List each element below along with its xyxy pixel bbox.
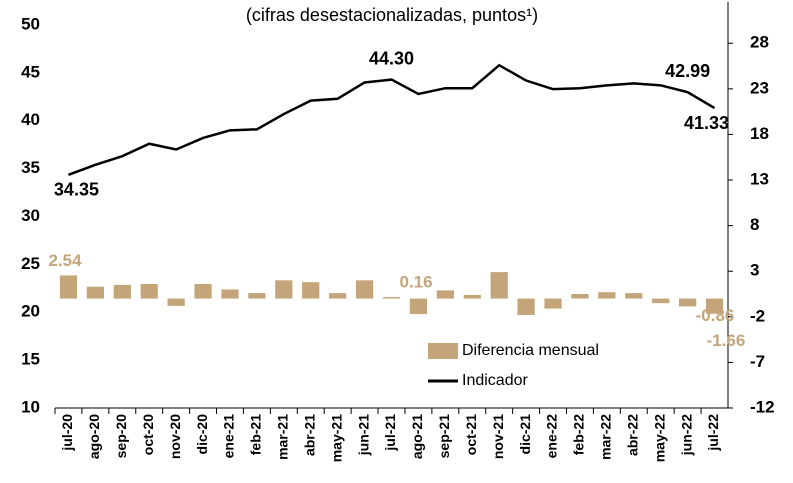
line-value-label: 42.99 [665, 61, 710, 81]
y-tick-label: 40 [21, 110, 40, 129]
x-tick-label: sep-20 [113, 414, 129, 459]
y2-tick-label: 8 [750, 215, 759, 234]
x-tick-label: may-22 [651, 414, 667, 462]
bar [86, 286, 104, 299]
chart-title: (cifras desestacionalizadas, puntos¹) [246, 5, 538, 25]
y-tick-label: 25 [21, 254, 40, 273]
x-tick-label: sep-21 [436, 414, 452, 459]
x-tick-label: dic-21 [517, 414, 533, 455]
x-tick-label: ene-22 [544, 414, 560, 459]
x-tick-label: nov-21 [490, 414, 506, 459]
x-tick-label: oct-20 [140, 414, 156, 455]
bar [705, 298, 724, 314]
x-tick-label: oct-21 [463, 414, 479, 455]
bar-value-label: 0.16 [400, 273, 433, 292]
bar [571, 294, 589, 299]
x-tick-label: jun-22 [678, 414, 694, 456]
x-tick-label: ago-20 [86, 414, 102, 459]
bar [679, 298, 697, 307]
legend-label: Indicador [462, 372, 528, 389]
bar [194, 283, 212, 299]
y2-tick-label: -12 [750, 397, 775, 416]
y2-tick-label: 28 [750, 33, 769, 52]
bar [221, 289, 239, 299]
y-tick-label: 50 [21, 14, 40, 33]
x-tick-label: abr-21 [301, 414, 317, 456]
y-tick-label: 10 [21, 397, 40, 416]
x-tick-label: ene-21 [221, 414, 237, 459]
y2-tick-label: -2 [750, 306, 765, 325]
bar [598, 292, 616, 299]
bar [355, 280, 374, 299]
bar [167, 298, 185, 306]
y-tick-label: 15 [21, 350, 40, 369]
bar [490, 272, 508, 299]
bar [140, 283, 158, 299]
x-tick-label: jul-22 [705, 414, 721, 452]
x-tick-label: nov-20 [167, 414, 183, 459]
x-tick-label: jul-20 [59, 414, 75, 452]
line-value-label: 34.35 [54, 180, 99, 200]
bar [625, 293, 643, 299]
bar [59, 275, 78, 299]
y-tick-label: 45 [21, 62, 40, 81]
y2-tick-label: 3 [750, 261, 759, 280]
bar [517, 298, 535, 315]
bar [436, 290, 454, 299]
line-value-label: 44.30 [369, 48, 414, 68]
bar [113, 284, 131, 299]
bar [302, 282, 320, 299]
x-tick-label: may-21 [328, 414, 344, 462]
x-tick-label: feb-22 [571, 414, 587, 455]
bar [463, 294, 481, 299]
y-tick-label: 20 [21, 302, 40, 321]
x-tick-label: jul-21 [382, 414, 398, 452]
bar-value-label: 2.54 [48, 251, 82, 270]
bar [329, 293, 347, 299]
bar [544, 298, 562, 309]
bar-value-label: -1.66 [707, 331, 746, 350]
x-tick-label: dic-20 [194, 414, 210, 455]
bar [409, 298, 428, 315]
x-tick-label: ago-21 [409, 414, 425, 459]
line-value-label: 41.33 [684, 113, 729, 133]
line [68, 63, 716, 177]
x-tick-label: jun-21 [355, 414, 371, 456]
bar [652, 298, 670, 304]
x-tick-label: abr-22 [624, 414, 640, 456]
x-tick-label: feb-21 [248, 414, 264, 455]
y2-tick-label: -7 [750, 352, 765, 371]
bar [248, 293, 266, 299]
y2-tick-label: 13 [750, 170, 769, 189]
bar [275, 280, 293, 299]
x-tick-label: mar-21 [275, 414, 291, 460]
y-tick-label: 35 [21, 158, 40, 177]
x-tick-label: mar-22 [598, 414, 614, 460]
legend-swatch [428, 343, 458, 359]
y2-tick-label: 23 [750, 78, 769, 97]
y2-tick-label: 18 [750, 124, 769, 143]
bar [382, 297, 401, 299]
legend-label: Diferencia mensual [462, 342, 599, 359]
y-tick-label: 30 [21, 206, 40, 225]
bar-value-label: -0.86 [696, 306, 735, 325]
